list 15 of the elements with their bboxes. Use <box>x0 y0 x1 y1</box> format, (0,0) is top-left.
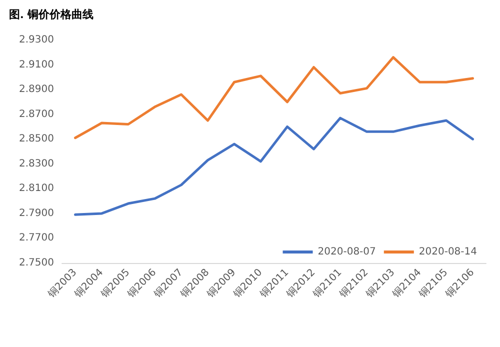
y-tick-label: 2.8700 <box>19 108 54 120</box>
y-tick-label: 2.8100 <box>19 183 54 194</box>
y-tick-label: 2.9100 <box>19 59 54 70</box>
y-tick-label: 2.7700 <box>19 232 54 244</box>
legend-label: 2020-08-07 <box>318 246 376 258</box>
y-tick-label: 2.8300 <box>19 158 54 170</box>
line-series <box>74 56 474 140</box>
y-tick-label: 2.7900 <box>19 208 54 219</box>
y-tick-label: 2.8500 <box>19 134 54 145</box>
y-tick-label: 2.9300 <box>19 34 54 46</box>
chart-title: 图. 铜价价格曲线 <box>9 8 94 21</box>
legend-label: 2020-08-14 <box>418 246 478 258</box>
y-tick-label: 2.7500 <box>19 258 54 268</box>
line-series <box>74 116 474 216</box>
y-tick-label: 2.8900 <box>19 84 54 96</box>
